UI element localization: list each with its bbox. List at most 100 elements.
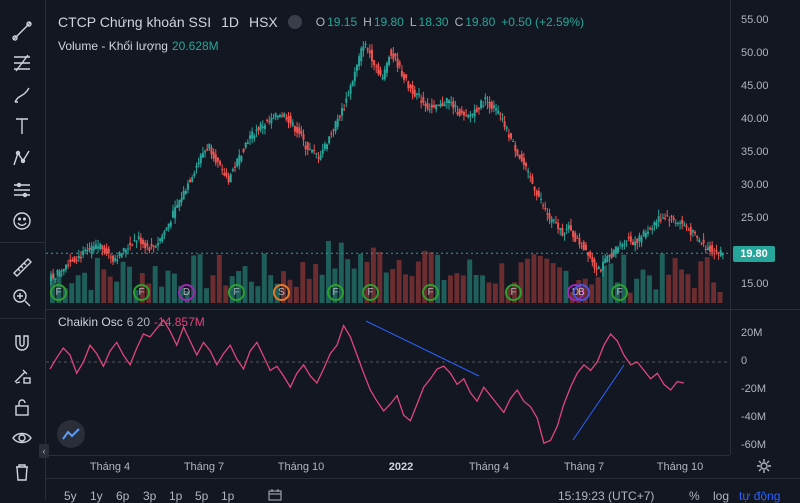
range-button[interactable]: 5p	[195, 489, 209, 503]
range-button[interactable]: 5y	[64, 489, 77, 503]
eye-icon[interactable]	[8, 425, 36, 451]
candle-body	[458, 108, 461, 116]
log-toggle[interactable]: log	[713, 489, 730, 503]
event-marker[interactable]: F	[422, 284, 439, 301]
volume-bar	[460, 275, 466, 303]
low-key: L	[409, 15, 417, 29]
candle-body	[514, 144, 517, 151]
candle-body	[589, 251, 592, 258]
candle-body	[268, 121, 271, 123]
candle-body	[114, 258, 117, 261]
trash-icon[interactable]	[8, 459, 36, 485]
text-icon[interactable]	[8, 113, 36, 139]
gear-icon[interactable]	[757, 459, 771, 473]
candle-body	[709, 245, 712, 252]
volume-bar	[704, 257, 710, 303]
candle-body	[304, 145, 307, 150]
collapse-toolbar-button[interactable]: ‹	[39, 444, 49, 458]
close-value: 19.80	[465, 15, 496, 29]
pane-divider[interactable]	[46, 309, 800, 310]
volume-bar	[499, 263, 505, 303]
lock-drawing-icon[interactable]	[8, 362, 36, 388]
candle-body	[388, 56, 391, 65]
range-button[interactable]: 1p	[221, 489, 235, 503]
candle-body	[60, 270, 63, 272]
magnet-icon[interactable]	[8, 330, 36, 356]
emoji-icon[interactable]	[8, 208, 36, 234]
pattern-icon[interactable]	[8, 145, 36, 171]
candle-body	[163, 231, 166, 236]
candle-body	[687, 229, 690, 231]
event-marker[interactable]: F	[327, 284, 344, 301]
price-axis[interactable]: 55.0050.0045.0040.0035.0030.0025.0020.00…	[730, 0, 800, 455]
event-marker[interactable]: F	[228, 284, 245, 301]
percent-toggle[interactable]: %	[689, 489, 700, 503]
candle-body	[522, 157, 525, 166]
volume-bar	[248, 281, 254, 303]
event-marker[interactable]: F	[505, 284, 522, 301]
volume-bar	[255, 286, 261, 303]
clock-time[interactable]: 15:19:23 (UTC+7)	[558, 489, 655, 503]
range-button[interactable]: 6p	[116, 489, 130, 503]
candle-body	[649, 227, 652, 229]
candle-body	[676, 223, 679, 225]
volume-bar	[659, 253, 665, 303]
ruler-icon[interactable]	[8, 254, 36, 280]
zoom-in-icon[interactable]	[8, 285, 36, 311]
auto-toggle[interactable]: tự động	[739, 489, 781, 503]
calendar-icon[interactable]	[268, 489, 282, 501]
candle-body	[208, 143, 211, 149]
volume-legend[interactable]: Volume - Khối lượng 20.628M	[58, 39, 219, 53]
open-value: 19.15	[327, 15, 358, 29]
candle-body	[300, 130, 303, 134]
event-marker[interactable]: D	[178, 284, 195, 301]
symbol-title[interactable]: CTCP Chứng khoán SSI	[58, 14, 212, 30]
event-marker[interactable]: B	[573, 284, 590, 301]
range-button[interactable]: 3p	[143, 489, 157, 503]
volume-bar	[441, 280, 447, 303]
tradingview-logo-icon[interactable]	[57, 420, 85, 448]
candle-body	[516, 149, 519, 156]
time-axis[interactable]: Tháng 4 Tháng 7 Tháng 10 2022 Tháng 4 Tháng 7…	[46, 455, 730, 478]
candle-body	[670, 216, 673, 218]
event-marker[interactable]: F	[50, 284, 67, 301]
lock-icon[interactable]	[8, 394, 36, 420]
candle-body	[112, 255, 115, 262]
range-button[interactable]: 1p	[169, 489, 183, 503]
candle-body	[50, 275, 52, 282]
candle-body	[120, 253, 123, 258]
event-marker[interactable]: S	[273, 284, 290, 301]
candle-body	[394, 53, 397, 57]
candle-body	[518, 154, 521, 159]
event-marker[interactable]: F	[362, 284, 379, 301]
volume-bar	[345, 259, 351, 303]
event-marker[interactable]: F	[133, 284, 150, 301]
trendline	[365, 320, 480, 377]
fib-tools-icon[interactable]	[8, 50, 36, 76]
volume-bar	[210, 275, 216, 303]
candle-body	[689, 226, 692, 236]
event-marker[interactable]: F	[611, 284, 628, 301]
candle-body	[362, 46, 365, 51]
volume-bar	[473, 274, 479, 303]
candle-body	[366, 48, 369, 51]
volume-bar	[364, 261, 370, 303]
chart-area[interactable]	[46, 0, 730, 455]
candle-body	[171, 210, 174, 218]
interval-label[interactable]: 1D	[221, 14, 239, 30]
oscillator-legend[interactable]: Chaikin Osc 6 20 -14.857M	[58, 315, 205, 329]
candle-body	[379, 69, 382, 75]
candle-body	[319, 154, 322, 160]
forecast-icon[interactable]	[8, 177, 36, 203]
candle-body	[411, 84, 414, 94]
candle-body	[257, 127, 260, 131]
trendline-icon[interactable]	[8, 18, 36, 44]
volume-bar	[672, 258, 678, 303]
candle-body	[456, 112, 459, 115]
volume-bar	[525, 258, 530, 303]
brush-icon[interactable]	[8, 82, 36, 108]
volume-bar	[171, 273, 177, 303]
range-button[interactable]: 1y	[90, 489, 103, 503]
chart-canvas[interactable]	[46, 0, 730, 455]
candle-body	[302, 134, 305, 140]
